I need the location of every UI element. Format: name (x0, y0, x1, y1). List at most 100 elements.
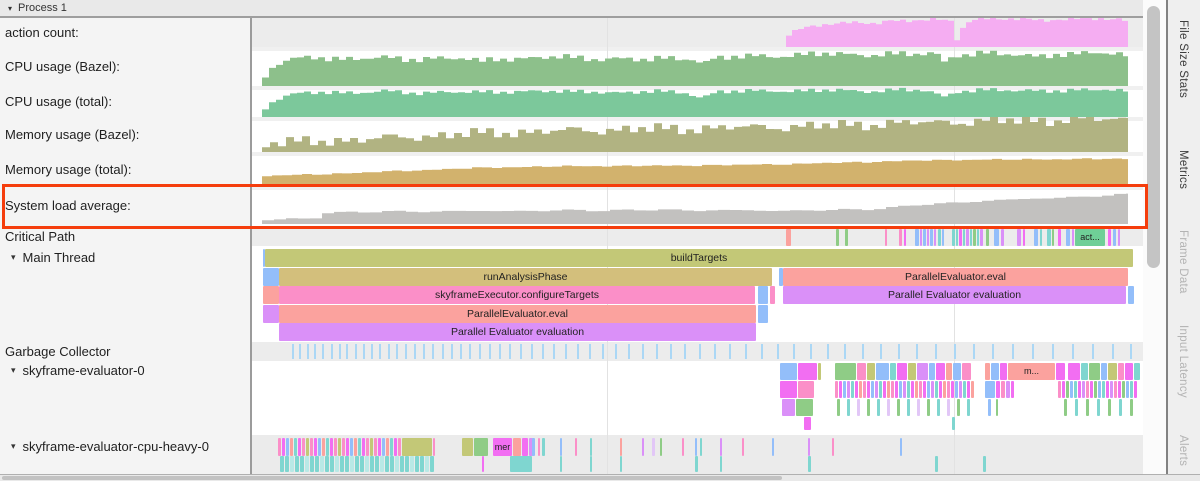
trace-slice[interactable] (883, 381, 886, 398)
trace-slice[interactable] (365, 456, 369, 472)
trace-slice[interactable] (780, 381, 797, 398)
trace-slice[interactable] (923, 381, 926, 398)
trace-slice[interactable] (903, 381, 906, 398)
trace-slice[interactable] (290, 438, 293, 456)
trace-slice[interactable] (927, 229, 929, 246)
trace-slice[interactable] (410, 456, 414, 472)
trace-slice[interactable] (510, 456, 532, 472)
trace-slice[interactable] (1047, 229, 1051, 246)
trace-slice[interactable] (931, 381, 934, 398)
trace-slice[interactable] (394, 438, 397, 456)
trace-slice[interactable] (1034, 229, 1038, 246)
trace-slice[interactable] (897, 363, 907, 380)
trace-slice[interactable] (433, 438, 435, 456)
gc-event-tick[interactable] (714, 344, 716, 359)
trace-slice[interactable] (758, 286, 768, 304)
side-tab-input-latency[interactable]: Input Latency (1177, 325, 1189, 398)
trace-slice[interactable] (986, 229, 989, 246)
gc-event-tick[interactable] (729, 344, 731, 359)
gc-event-tick[interactable] (469, 344, 471, 359)
trace-slice[interactable] (320, 456, 324, 472)
trace-slice[interactable] (375, 456, 379, 472)
gc-event-tick[interactable] (509, 344, 511, 359)
trace-slice[interactable] (967, 381, 970, 398)
trace-slice[interactable] (1064, 399, 1067, 416)
trace-slice[interactable] (315, 456, 319, 472)
trace-slice[interactable] (642, 438, 644, 456)
trace-slice-act[interactable]: act... (1075, 229, 1105, 246)
trace-slice[interactable] (1066, 229, 1070, 246)
trace-slice[interactable] (1081, 363, 1088, 380)
trace-slice[interactable] (318, 438, 321, 456)
trace-slice[interactable] (843, 381, 846, 398)
trace-slice[interactable] (970, 229, 972, 246)
gc-event-tick[interactable] (577, 344, 579, 359)
trace-slice[interactable] (1126, 381, 1129, 398)
trace-slice[interactable] (1000, 363, 1007, 380)
trace-slice[interactable] (282, 438, 285, 456)
gc-event-tick[interactable] (520, 344, 522, 359)
trace-slice[interactable] (1110, 381, 1113, 398)
trace-slice[interactable] (263, 304, 279, 323)
trace-slice[interactable] (1128, 286, 1134, 304)
gc-event-tick[interactable] (1072, 344, 1074, 359)
gc-event-tick[interactable] (542, 344, 544, 359)
trace-slice[interactable] (1098, 381, 1101, 398)
gc-event-tick[interactable] (973, 344, 975, 359)
gc-event-tick[interactable] (292, 344, 294, 359)
trace-slice-buildtargets[interactable]: buildTargets (265, 249, 1133, 267)
gc-event-tick[interactable] (299, 344, 301, 359)
trace-slice[interactable] (1075, 399, 1078, 416)
trace-slice[interactable] (402, 438, 432, 456)
gc-event-tick[interactable] (371, 344, 373, 359)
trace-slice[interactable] (917, 399, 920, 416)
trace-slice[interactable] (374, 438, 377, 456)
counter-chart-sys-load[interactable] (252, 186, 1143, 224)
trace-slice[interactable] (1082, 381, 1085, 398)
trace-slice[interactable] (474, 438, 488, 456)
trace-slice[interactable] (330, 456, 334, 472)
trace-slice[interactable] (1006, 381, 1010, 398)
trace-slice[interactable] (314, 438, 317, 456)
gc-event-tick[interactable] (531, 344, 533, 359)
gc-event-tick[interactable] (355, 344, 357, 359)
counter-chart-action-count[interactable] (252, 18, 1143, 47)
trace-slice[interactable] (935, 381, 938, 398)
trace-slice[interactable] (980, 229, 983, 246)
trace-slice[interactable] (285, 456, 289, 472)
trace-slice[interactable] (857, 363, 866, 380)
trace-slice[interactable] (937, 399, 940, 416)
trace-slice[interactable] (867, 363, 875, 380)
trace-slice[interactable] (956, 229, 958, 246)
trace-slice[interactable] (959, 229, 962, 246)
trace-slice[interactable] (947, 381, 950, 398)
gc-event-tick[interactable] (1092, 344, 1094, 359)
counter-chart-cpu-total[interactable] (252, 86, 1143, 117)
trace-slice[interactable] (911, 381, 914, 398)
trace-slice[interactable] (420, 456, 424, 472)
trace-slice[interactable] (879, 381, 882, 398)
trace-slice-parallel-evaluator-evaluation[interactable]: Parallel Evaluator evaluation (279, 323, 756, 341)
gc-event-tick[interactable] (565, 344, 567, 359)
trace-slice[interactable] (871, 381, 874, 398)
trace-slice[interactable] (358, 438, 361, 456)
trace-slice-parallel-evaluator-evaluation[interactable]: Parallel Evaluator evaluation (783, 286, 1126, 304)
trace-slice[interactable] (855, 381, 858, 398)
trace-slice[interactable] (380, 456, 384, 472)
trace-slice[interactable] (915, 229, 919, 246)
trace-slice[interactable] (1097, 399, 1100, 416)
trace-slice[interactable] (302, 438, 305, 456)
gc-event-tick[interactable] (615, 344, 617, 359)
trace-slice[interactable] (859, 381, 862, 398)
trace-slice[interactable] (985, 363, 990, 380)
trace-slice[interactable] (1134, 381, 1137, 398)
trace-slice[interactable] (927, 381, 930, 398)
trace-slice[interactable] (278, 438, 281, 456)
trace-slice[interactable] (897, 399, 900, 416)
trace-slice[interactable] (835, 381, 838, 398)
gc-event-tick[interactable] (699, 344, 701, 359)
trace-slice[interactable] (798, 363, 817, 380)
trace-slice[interactable] (962, 363, 971, 380)
trace-slice[interactable] (1130, 399, 1133, 416)
trace-slice[interactable] (1118, 363, 1124, 380)
